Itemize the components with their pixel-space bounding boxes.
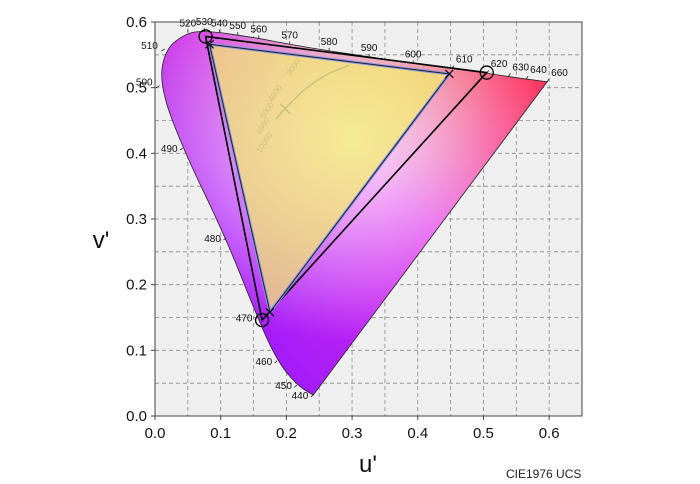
vertex-markers <box>198 29 494 328</box>
wavelength-tick <box>161 48 166 52</box>
wavelength-tick <box>525 75 529 80</box>
white-point-cross-b <box>279 103 291 115</box>
x-axis-title: u' <box>359 451 377 478</box>
chart-subtitle: CIE1976 UCS <box>506 467 581 481</box>
wavelength-label: 630 <box>512 63 529 74</box>
wavelength-label: 530 <box>196 17 213 28</box>
x-tick-label: 0.6 <box>539 425 560 442</box>
wavelength-label: 520 <box>180 19 197 30</box>
y-tick-label: 0.1 <box>126 342 147 359</box>
x-tick-label: 0.5 <box>473 425 494 442</box>
wavelength-tick <box>223 237 227 241</box>
wavelength-label: 460 <box>256 357 273 368</box>
inner-vertex-cross-b <box>205 39 214 49</box>
inner-gamut-triangle-edge <box>208 43 451 314</box>
wavelength-tick <box>546 78 550 82</box>
wavelength-label: 600 <box>405 49 422 60</box>
wavelength-label: 640 <box>530 65 547 76</box>
x-tick-label: 0.4 <box>407 425 428 442</box>
outer-vertex-marker <box>479 65 494 80</box>
y-axis-title: v' <box>93 227 110 254</box>
y-tick-label: 0.2 <box>126 277 147 294</box>
inner-vertex-cross-b <box>265 307 275 317</box>
wavelength-tick <box>179 147 183 151</box>
wavelength-label: 550 <box>229 21 246 32</box>
wavelength-tick <box>294 384 298 388</box>
wavelength-label: 450 <box>275 381 292 392</box>
wavelength-label: 440 <box>292 391 309 402</box>
inner-vertex-cross-b <box>444 69 454 79</box>
wavelength-tick <box>274 360 278 364</box>
wavelength-label: 570 <box>281 30 298 41</box>
y-tick-label: 0.5 <box>126 80 147 97</box>
wavelength-tick <box>310 394 314 398</box>
x-tick-label: 0.3 <box>342 425 363 442</box>
white-point-marker <box>279 103 291 115</box>
wavelength-tick <box>508 73 511 77</box>
y-tick-label: 0.4 <box>126 145 147 162</box>
outer-vertex-marker <box>254 312 270 328</box>
wavelength-label: 660 <box>551 68 568 79</box>
wavelength-label: 480 <box>204 234 221 245</box>
y-tick-label: 0.0 <box>126 408 147 425</box>
wavelength-tick <box>155 85 160 89</box>
y-tick-label: 0.6 <box>126 14 147 31</box>
wavelength-label: 540 <box>211 19 228 30</box>
wavelength-label: 490 <box>161 144 178 155</box>
wavelength-label: 590 <box>361 43 378 54</box>
outer-gamut-triangle <box>204 35 489 322</box>
x-tick-label: 0.2 <box>276 425 297 442</box>
outer-vertex-marker <box>198 29 213 44</box>
inner-triangle-fill <box>209 44 450 313</box>
x-axis-ticks: 0.0 0.1 0.2 0.3 0.4 0.5 0.6 <box>145 416 560 442</box>
y-axis-ticks: 0.0 0.1 0.2 0.3 0.4 0.5 0.6 <box>126 14 155 425</box>
wavelength-label: 560 <box>250 24 267 35</box>
wavelength-label: 620 <box>491 59 508 70</box>
y-tick-label: 0.3 <box>126 211 147 228</box>
x-tick-label: 0.0 <box>145 425 166 442</box>
wavelength-label: 500 <box>136 78 153 89</box>
wavelength-label: 580 <box>321 37 338 48</box>
x-tick-label: 0.1 <box>210 425 231 442</box>
wavelength-label: 470 <box>236 314 253 325</box>
wavelength-label: 610 <box>456 55 473 66</box>
wavelength-label: 510 <box>141 41 158 52</box>
